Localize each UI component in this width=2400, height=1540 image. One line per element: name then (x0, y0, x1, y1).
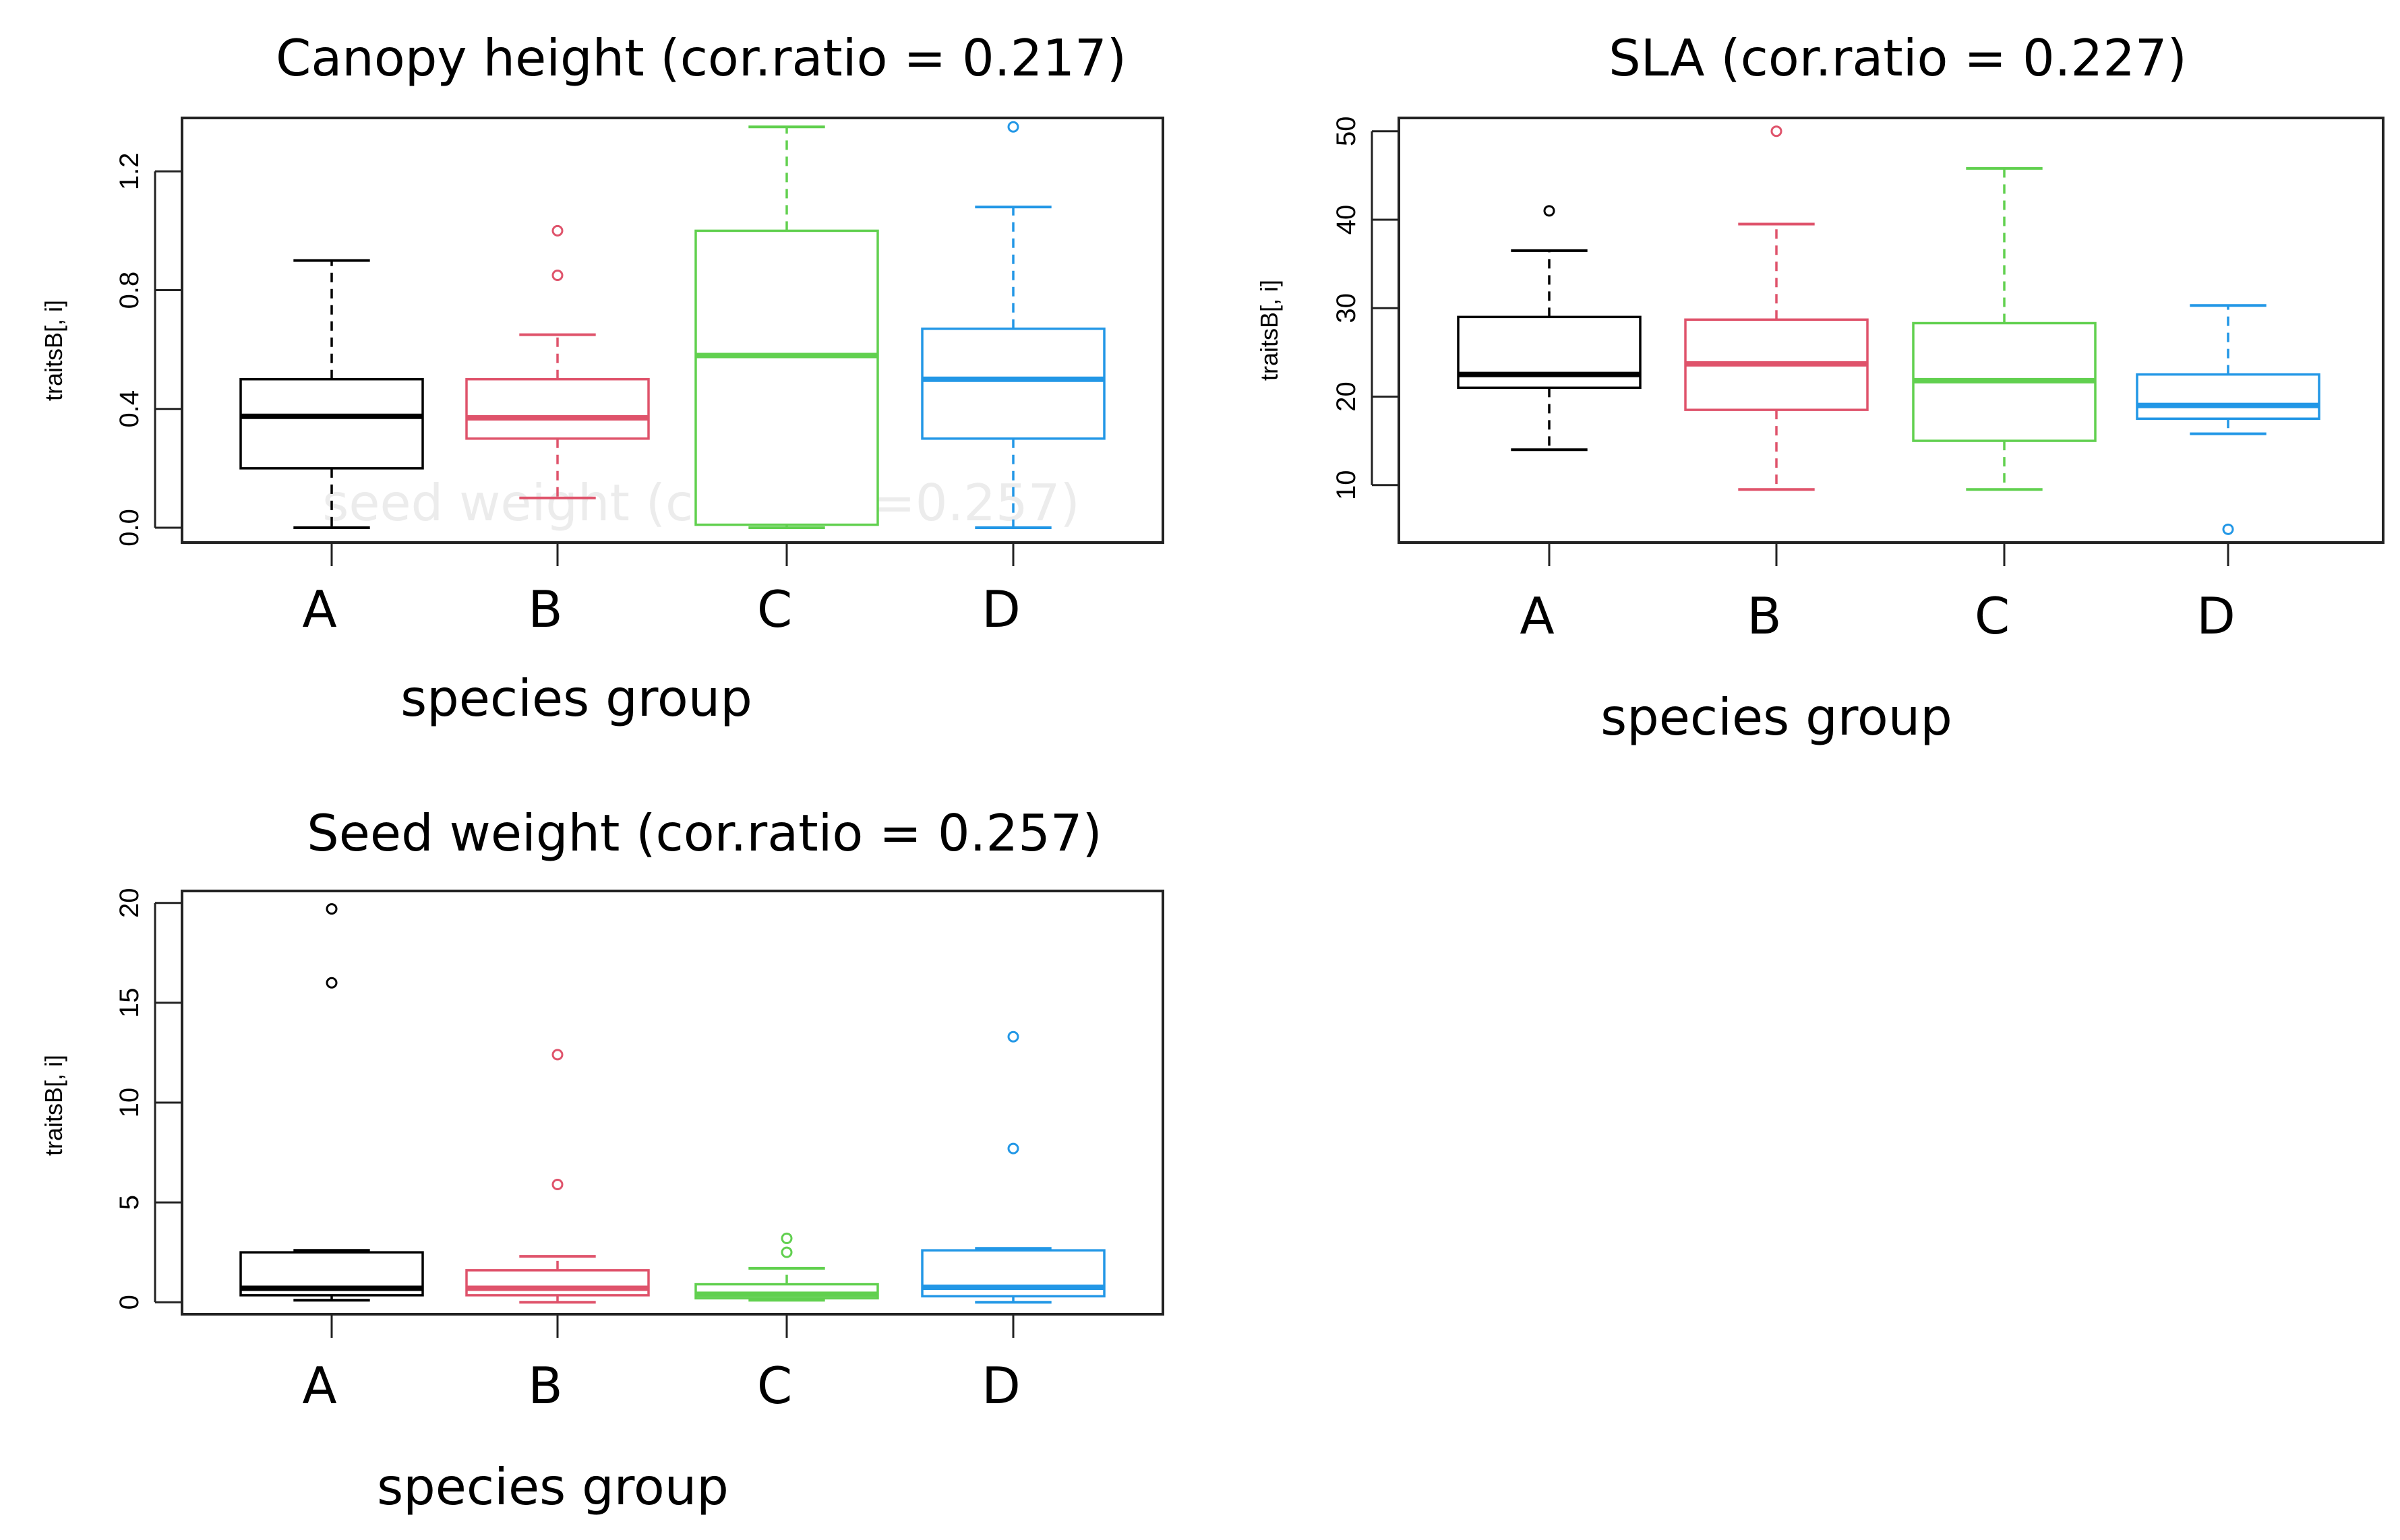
y-axis-label: traitsB[, i] (40, 300, 67, 401)
iqr-box (465, 377, 650, 440)
outlier-point (1007, 121, 1019, 133)
x-axis: A B C D (302, 1314, 1021, 1415)
y-axis: 10 20 30 40 50 (1331, 116, 1399, 500)
chart-title: Canopy height (cor.ratio = 0.217) (276, 28, 1127, 88)
y-tick-label: 50 (1331, 116, 1361, 146)
outlier-point (1770, 125, 1782, 137)
y-tick-label: 10 (1331, 470, 1361, 500)
y-axis-label: traitsB[, i] (40, 1055, 67, 1156)
x-tick-label: D (982, 1356, 1021, 1415)
outlier-point (551, 1049, 564, 1061)
x-tick-label: B (528, 1356, 562, 1415)
iqr-box (465, 1269, 650, 1297)
y-axis: 0.0 0.4 0.8 1.2 (115, 152, 182, 547)
x-axis-label: species group (377, 1457, 729, 1516)
y-tick-label: 10 (115, 1088, 144, 1118)
x-tick-label: C (757, 1356, 792, 1415)
y-tick-label: 40 (1331, 205, 1361, 235)
box-group-a (239, 259, 424, 529)
outlier-point (326, 977, 338, 989)
y-tick-label: 0.4 (115, 390, 144, 428)
x-tick-label: C (1975, 586, 2010, 646)
x-axis-label: species group (1600, 687, 1952, 747)
iqr-box (694, 229, 879, 526)
plot-frame (181, 117, 1164, 544)
y-tick-label: 20 (115, 888, 144, 919)
boxplot-series (239, 903, 1106, 1304)
outlier-point (1007, 1142, 1019, 1154)
boxplot-series (1457, 125, 2320, 535)
outlier-point (1543, 205, 1555, 217)
x-tick-label: D (2196, 586, 2236, 646)
x-tick-label: A (302, 1356, 336, 1415)
x-tick-label: D (982, 580, 1021, 639)
y-tick-label: 5 (115, 1195, 144, 1210)
box-group-b (1684, 125, 1869, 491)
outlier-point (2222, 523, 2234, 535)
box-group-c (694, 1232, 879, 1302)
x-tick-label: B (528, 580, 562, 639)
y-axis: 0 5 10 15 20 (115, 888, 182, 1310)
box-group-b (465, 1049, 650, 1304)
outlier-point (1007, 1030, 1019, 1043)
y-tick-label: 0.8 (115, 272, 144, 309)
x-axis: A B C D (1520, 543, 2236, 646)
panel-seed-weight: Seed weight (cor.ratio = 0.257) 0 5 10 15 20… (40, 803, 1164, 1516)
outlier-point (551, 1178, 564, 1190)
chart-title: Seed weight (cor.ratio = 0.257) (307, 803, 1102, 863)
chart-title: SLA (cor.ratio = 0.227) (1609, 28, 2187, 88)
box-group-c (694, 125, 879, 529)
box-group-c (1912, 166, 2097, 491)
plot-frame (1398, 117, 2384, 544)
outlier-point (326, 903, 338, 915)
x-axis: A B C D (302, 543, 1021, 639)
y-axis-label: traitsB[, i] (1255, 280, 1283, 381)
x-tick-label: A (302, 580, 336, 639)
x-tick-label: B (1747, 586, 1781, 646)
boxplot-series (239, 121, 1106, 529)
x-axis-label: species group (400, 669, 752, 728)
panel-canopy-height: Canopy height (cor.ratio = 0.217) seed w… (40, 28, 1164, 728)
box-group-d (921, 121, 1106, 529)
y-tick-label: 0 (115, 1295, 144, 1310)
box-group-d (921, 1030, 1106, 1304)
outlier-point (551, 269, 564, 281)
x-tick-label: A (1520, 586, 1554, 646)
box-group-d (2136, 304, 2320, 535)
outlier-point (551, 224, 564, 237)
outlier-point (781, 1232, 793, 1244)
iqr-box (239, 377, 424, 470)
y-tick-label: 1.2 (115, 152, 144, 190)
box-group-a (239, 903, 424, 1302)
y-tick-label: 30 (1331, 293, 1361, 324)
box-group-b (465, 224, 650, 499)
x-tick-label: C (757, 580, 792, 639)
iqr-box (2136, 373, 2320, 420)
y-tick-label: 0.0 (115, 509, 144, 547)
iqr-box (921, 328, 1106, 440)
box-group-a (1457, 205, 1642, 452)
y-tick-label: 20 (1331, 381, 1361, 412)
y-tick-label: 15 (115, 988, 144, 1018)
outlier-point (781, 1246, 793, 1258)
